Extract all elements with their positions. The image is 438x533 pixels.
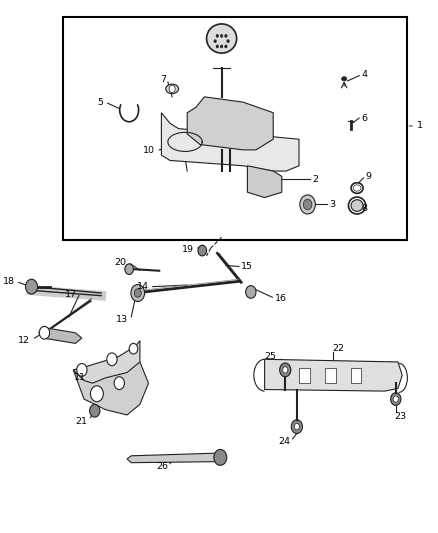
Polygon shape [73,341,140,383]
Text: 11: 11 [74,373,86,382]
Circle shape [25,279,38,294]
Circle shape [225,34,227,37]
Text: 23: 23 [395,411,406,421]
Circle shape [225,45,227,48]
Circle shape [107,353,117,366]
Text: 4: 4 [361,69,367,78]
Circle shape [169,85,175,93]
Circle shape [393,396,398,402]
Text: 2: 2 [312,174,318,183]
Polygon shape [39,327,82,343]
Text: 21: 21 [75,417,88,426]
Circle shape [216,34,219,37]
Text: 26: 26 [156,463,168,471]
Text: 9: 9 [366,172,372,181]
Circle shape [129,343,138,354]
Circle shape [283,367,288,373]
Text: 24: 24 [279,437,290,446]
Ellipse shape [351,183,363,193]
Text: 10: 10 [143,147,155,156]
Text: 25: 25 [265,352,277,361]
Text: 20: 20 [114,258,126,266]
Ellipse shape [342,77,347,81]
Circle shape [220,45,223,48]
Circle shape [391,393,401,406]
Polygon shape [162,113,299,171]
Circle shape [77,364,87,376]
Bar [350,368,361,383]
Ellipse shape [351,200,363,212]
Circle shape [134,289,141,297]
Polygon shape [247,166,282,198]
Ellipse shape [166,84,179,94]
Circle shape [198,245,207,256]
Text: 5: 5 [97,98,103,107]
Text: 6: 6 [361,114,367,123]
Circle shape [131,285,145,302]
Ellipse shape [353,185,361,191]
Circle shape [214,39,216,43]
Polygon shape [265,359,402,391]
Text: 16: 16 [275,294,286,303]
Text: 13: 13 [116,315,128,324]
Circle shape [114,377,124,390]
Circle shape [300,195,315,214]
Text: 3: 3 [329,200,335,209]
Circle shape [279,363,291,377]
Circle shape [220,34,223,37]
Text: 15: 15 [241,262,253,271]
Circle shape [294,423,300,430]
Circle shape [216,45,219,48]
Circle shape [120,99,138,122]
Circle shape [90,405,100,417]
Ellipse shape [349,197,366,214]
Circle shape [227,39,230,43]
Bar [325,368,336,383]
Circle shape [214,449,227,465]
Bar [63,17,406,240]
Text: 1: 1 [417,122,423,131]
Text: 14: 14 [137,282,148,291]
Polygon shape [73,362,148,415]
Polygon shape [187,97,273,150]
Text: 22: 22 [332,344,345,353]
Text: 12: 12 [18,336,30,345]
Bar [299,368,310,383]
Text: 8: 8 [361,204,367,213]
Circle shape [303,199,312,210]
Polygon shape [127,453,226,463]
Text: 7: 7 [160,75,166,84]
Text: 18: 18 [3,277,15,286]
Text: 17: 17 [65,289,77,298]
Ellipse shape [207,24,237,53]
Circle shape [91,386,103,402]
Circle shape [125,264,134,274]
Circle shape [246,286,256,298]
Circle shape [39,326,49,339]
Text: 19: 19 [182,245,194,254]
Circle shape [291,419,303,433]
